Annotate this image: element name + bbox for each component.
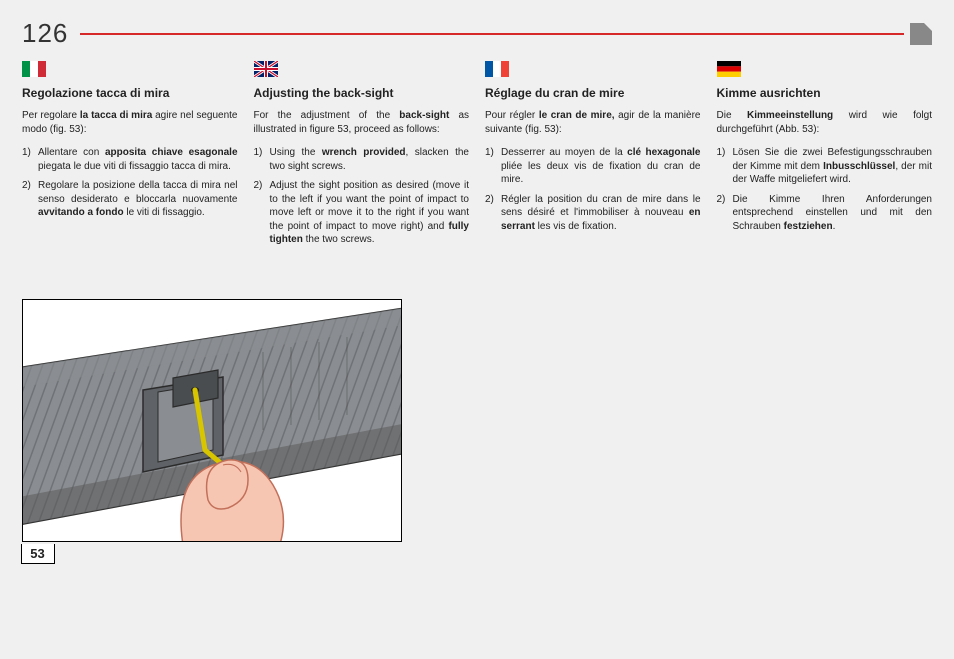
column-intro: For the adjustment of the back-sight as … bbox=[254, 109, 470, 136]
column-intro: Die Kimmeeinstellung wird wie folgt durc… bbox=[717, 109, 933, 136]
column-steps: 1)Allentare con apposita chiave esagonal… bbox=[22, 146, 238, 220]
flag-uk bbox=[254, 61, 278, 77]
flag-tricolor-h bbox=[717, 61, 741, 77]
step-item: 1)Lösen Sie die zwei Befestigungsschraub… bbox=[717, 146, 933, 187]
column-steps: 1)Lösen Sie die zwei Befestigungsschraub… bbox=[717, 146, 933, 233]
figure-53 bbox=[22, 299, 402, 542]
column-title: Réglage du cran de mire bbox=[485, 85, 701, 101]
column-title: Regolazione tacca di mira bbox=[22, 85, 238, 101]
figure-number-label: 53 bbox=[21, 544, 55, 564]
step-item: 2)Régler la position du cran de mire dan… bbox=[485, 193, 701, 234]
flag-tricolor-v bbox=[22, 61, 46, 77]
step-item: 2)Regolare la posizione della tacca di m… bbox=[22, 179, 238, 220]
step-item: 1)Allentare con apposita chiave esagonal… bbox=[22, 146, 238, 173]
column-steps: 1)Using the wrench provided, slacken the… bbox=[254, 146, 470, 247]
column-en: Adjusting the back-sight For the adjustme… bbox=[254, 61, 470, 253]
column-title: Adjusting the back-sight bbox=[254, 85, 470, 101]
step-item: 2)Die Kimme Ihren Anforderungen entsprec… bbox=[717, 193, 933, 234]
step-item: 1)Using the wrench provided, slacken the… bbox=[254, 146, 470, 173]
column-steps: 1)Desserrer au moyen de la clé hexagonal… bbox=[485, 146, 701, 233]
column-fr: Réglage du cran de mire Pour régler le cr… bbox=[485, 61, 701, 253]
header-rule bbox=[80, 33, 904, 35]
step-item: 1)Desserrer au moyen de la clé hexagonal… bbox=[485, 146, 701, 187]
column-it: Regolazione tacca di mira Per regolare la… bbox=[22, 61, 238, 253]
column-title: Kimme ausrichten bbox=[717, 85, 933, 101]
figure-53-wrap: 53 bbox=[22, 299, 402, 542]
language-columns: Regolazione tacca di mira Per regolare la… bbox=[22, 61, 932, 253]
column-de: Kimme ausrichten Die Kimmeeinstellung wir… bbox=[717, 61, 933, 253]
column-intro: Pour régler le cran de mire, agir de la … bbox=[485, 109, 701, 136]
figure-53-illustration bbox=[23, 300, 402, 542]
step-item: 2)Adjust the sight position as desired (… bbox=[254, 179, 470, 247]
flag-tricolor-v bbox=[485, 61, 509, 77]
page-number: 126 bbox=[22, 18, 68, 49]
column-intro: Per regolare la tacca di mira agire nel … bbox=[22, 109, 238, 136]
page-corner-tab bbox=[910, 23, 932, 45]
